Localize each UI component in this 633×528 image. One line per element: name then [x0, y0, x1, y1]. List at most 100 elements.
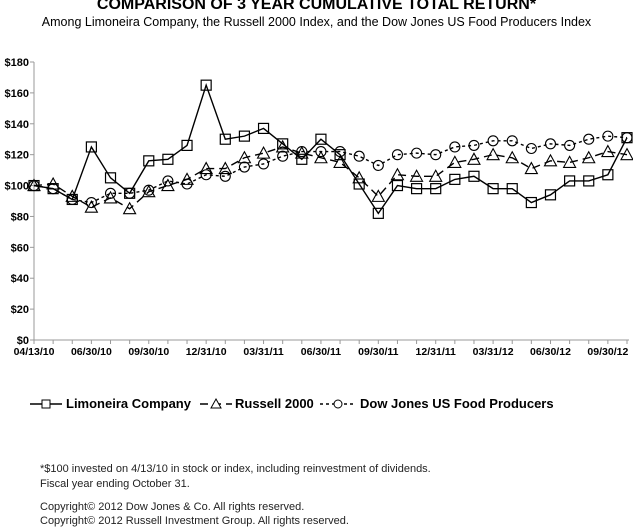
data-point-square	[238, 130, 251, 142]
series-limoneira-company	[28, 79, 633, 219]
data-point-square	[257, 122, 270, 135]
data-point-triangle	[620, 147, 633, 161]
x-tick-label: 06/30/12	[530, 346, 571, 358]
data-point-triangle	[524, 161, 539, 175]
y-tick-label: $120	[5, 150, 29, 162]
y-tick-label: $160	[5, 88, 29, 100]
data-point-square	[372, 207, 384, 219]
data-point-triangle	[199, 161, 214, 175]
data-point-square	[296, 153, 308, 165]
legend-label-russell: Russell 2000	[235, 396, 314, 411]
data-point-square	[219, 133, 231, 145]
y-tick-label: $20	[11, 304, 29, 316]
data-point-circle	[315, 146, 327, 158]
data-point-square	[334, 149, 346, 161]
data-point-triangle	[390, 167, 405, 181]
data-point-triangle	[122, 201, 137, 215]
y-tick-label: $40	[11, 273, 29, 285]
data-point-circle	[353, 150, 365, 162]
data-point-circle	[621, 132, 633, 144]
data-point-triangle	[237, 150, 252, 164]
y-tick-label: $80	[11, 211, 29, 223]
data-point-triangle	[352, 170, 367, 184]
x-tick-label: 06/30/11	[301, 346, 341, 358]
data-point-triangle	[486, 147, 501, 161]
footnote-investment: *$100 invested on 4/13/10 in stock or in…	[40, 463, 431, 475]
y-tick-label: $60	[11, 242, 29, 254]
data-point-circle	[391, 149, 404, 161]
y-tick-label: $140	[5, 119, 29, 131]
series-line-russell-2000	[33, 146, 628, 210]
data-point-square	[391, 179, 404, 192]
data-point-triangle	[428, 169, 443, 182]
legend-dowjones-marker-icon	[320, 399, 356, 409]
data-point-square	[583, 175, 595, 187]
data-point-square	[104, 172, 117, 184]
data-point-triangle	[275, 139, 290, 153]
data-point-square	[143, 155, 155, 167]
x-tick-label: 09/30/11	[358, 346, 398, 358]
data-point-circle	[143, 184, 155, 196]
data-point-square	[430, 183, 442, 195]
series-line-dow-jones-us-food-producers	[33, 135, 628, 204]
copyright-dow-jones: Copyright© 2012 Dow Jones & Co. All righ…	[40, 501, 305, 513]
data-point-square	[525, 196, 537, 209]
data-point-circle	[296, 146, 308, 158]
data-point-triangle	[600, 144, 615, 158]
data-point-circle	[468, 139, 480, 151]
data-point-square	[506, 183, 518, 195]
data-point-square	[487, 183, 499, 195]
data-point-square	[85, 141, 97, 153]
data-point-circle	[200, 169, 212, 181]
data-point-triangle	[314, 150, 328, 164]
legend-russell-marker-icon	[200, 397, 232, 409]
data-point-circle	[181, 178, 193, 190]
data-point-circle	[162, 175, 174, 187]
data-point-triangle	[294, 145, 309, 159]
data-point-circle	[372, 159, 384, 172]
data-point-circle	[47, 183, 59, 195]
data-point-circle	[334, 146, 346, 158]
y-tick-label: $100	[5, 181, 29, 193]
x-tick-label: 12/31/10	[186, 346, 227, 358]
data-point-triangle	[543, 153, 558, 167]
data-point-square	[544, 189, 557, 201]
data-point-triangle	[141, 184, 156, 198]
data-point-triangle	[447, 155, 462, 168]
data-point-circle	[257, 158, 270, 170]
data-point-square	[353, 178, 365, 190]
x-tick-label: 06/30/10	[71, 346, 112, 358]
x-tick-label: 12/31/11	[416, 346, 456, 358]
chart-title: COMPARISON OF 3 YEAR CUMULATIVE TOTAL RE…	[96, 0, 537, 13]
data-point-triangle	[371, 189, 386, 202]
data-point-circle	[238, 161, 250, 173]
data-point-square	[468, 170, 480, 182]
data-point-triangle	[180, 172, 194, 185]
data-point-circle	[411, 147, 423, 159]
footnote-fiscal-year: Fiscal year ending October 31.	[40, 478, 190, 490]
data-point-circle	[124, 187, 136, 199]
data-point-square	[162, 153, 174, 165]
data-point-triangle	[333, 155, 347, 168]
y-tick-label: $0	[17, 335, 29, 347]
x-tick-label: 03/31/11	[243, 346, 283, 358]
series-russell-2000	[27, 139, 633, 215]
legend-label-dowjones: Dow Jones US Food Producers	[360, 396, 554, 411]
data-point-circle	[430, 149, 442, 161]
legend: Limoneira Company Russell 2000 Dow Jones…	[0, 396, 633, 416]
data-point-triangle	[256, 145, 271, 159]
data-point-circle	[487, 135, 499, 147]
data-point-circle	[85, 196, 97, 209]
data-point-triangle	[409, 169, 424, 182]
series-line-limoneira-company	[33, 82, 628, 215]
data-point-square	[277, 138, 289, 150]
legend-label-limoneira: Limoneira Company	[66, 396, 191, 411]
copyright-russell: Copyright© 2012 Russell Investment Group…	[40, 515, 349, 527]
data-point-circle	[277, 150, 289, 162]
data-point-square	[564, 175, 576, 187]
series-dow-jones-us-food-producers	[28, 130, 633, 209]
data-point-square	[181, 139, 193, 151]
data-point-triangle	[505, 150, 520, 164]
legend-limoneira-marker-icon	[30, 399, 62, 409]
data-point-circle	[544, 138, 557, 150]
